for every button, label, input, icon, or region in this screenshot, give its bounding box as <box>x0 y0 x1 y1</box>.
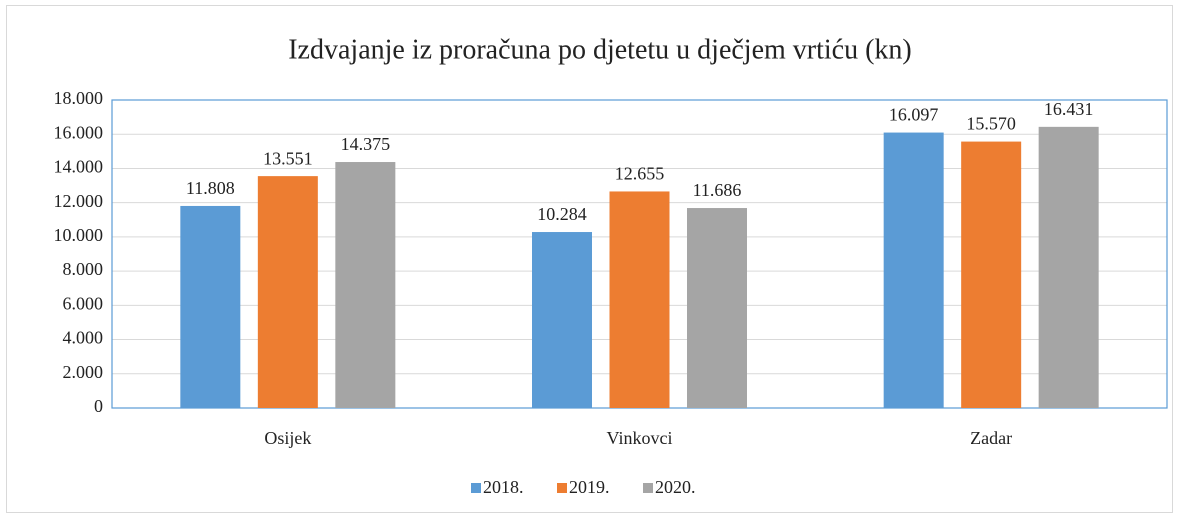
legend-swatch <box>643 483 653 493</box>
data-label: 11.686 <box>693 180 742 200</box>
bar <box>687 208 747 408</box>
legend-swatch <box>557 483 567 493</box>
x-tick-label: Osijek <box>264 428 311 448</box>
legend-label: 2018. <box>483 477 524 497</box>
data-label: 16.097 <box>889 105 939 125</box>
data-label: 13.551 <box>263 148 313 168</box>
bar <box>257 176 318 408</box>
data-label: 12.655 <box>615 164 665 184</box>
y-tick-label: 16.000 <box>54 122 104 142</box>
chart-title: Izdvajanje iz proračuna po djetetu u dje… <box>288 34 912 65</box>
y-tick-label: 12.000 <box>54 191 104 211</box>
legend-label: 2019. <box>569 477 610 497</box>
bar <box>961 141 1022 408</box>
y-tick-label: 10.000 <box>54 225 104 245</box>
bar <box>532 232 592 408</box>
legend-label: 2020. <box>655 477 696 497</box>
bar <box>883 132 944 408</box>
data-label: 15.570 <box>966 114 1016 134</box>
y-tick-label: 2.000 <box>63 362 104 382</box>
x-tick-label: Zadar <box>970 428 1012 448</box>
y-tick-label: 18.000 <box>54 88 104 108</box>
data-label: 14.375 <box>341 134 391 154</box>
y-tick-label: 4.000 <box>63 328 104 348</box>
bar <box>180 205 241 408</box>
data-label: 16.431 <box>1044 99 1094 119</box>
data-label: 10.284 <box>537 204 587 224</box>
bar <box>335 162 396 408</box>
y-tick-label: 6.000 <box>63 293 104 313</box>
x-tick-label: Vinkovci <box>607 428 673 448</box>
data-label: 11.808 <box>186 178 235 198</box>
bar <box>609 191 670 408</box>
bar <box>1038 126 1099 408</box>
y-tick-label: 8.000 <box>63 259 104 279</box>
y-tick-label: 0 <box>94 396 103 416</box>
legend-swatch <box>471 483 481 493</box>
y-tick-label: 14.000 <box>54 157 104 177</box>
